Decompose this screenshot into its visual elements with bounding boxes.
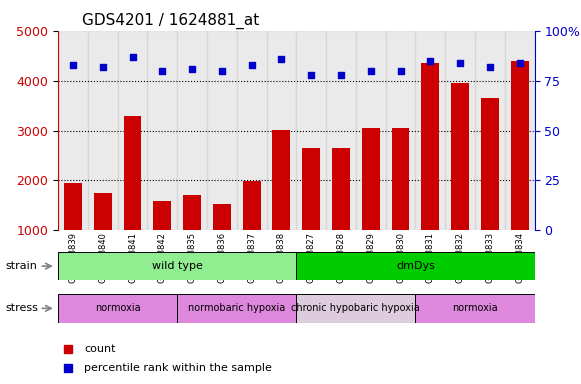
Bar — [153, 202, 171, 230]
Bar — [392, 127, 410, 230]
Point — [426, 58, 435, 64]
Point — [396, 68, 405, 74]
Point — [515, 60, 524, 66]
Point — [277, 56, 286, 62]
Point — [485, 64, 494, 70]
Bar — [64, 183, 82, 230]
Bar — [183, 195, 201, 230]
Point — [247, 61, 256, 68]
Bar — [386, 31, 415, 230]
Point — [188, 66, 197, 72]
Text: strain: strain — [6, 261, 38, 271]
Text: GDS4201 / 1624881_at: GDS4201 / 1624881_at — [82, 13, 259, 29]
Point — [336, 71, 346, 78]
Text: stress: stress — [6, 303, 39, 313]
Bar — [332, 148, 350, 230]
Bar — [296, 294, 415, 323]
Bar — [451, 83, 469, 230]
Point — [69, 61, 78, 68]
Bar — [117, 31, 148, 230]
Text: dmDys: dmDys — [396, 261, 435, 271]
Bar — [58, 294, 177, 323]
Bar — [237, 31, 267, 230]
Point — [366, 68, 375, 74]
Bar — [475, 31, 505, 230]
Bar — [421, 63, 439, 230]
Bar — [177, 294, 296, 323]
Bar — [415, 31, 445, 230]
Point — [128, 54, 137, 60]
Bar — [124, 116, 141, 230]
Bar — [148, 31, 177, 230]
Text: count: count — [84, 344, 116, 354]
Text: normoxia: normoxia — [452, 303, 498, 313]
Bar — [362, 127, 379, 230]
Bar — [326, 31, 356, 230]
Bar — [58, 252, 296, 280]
Text: percentile rank within the sample: percentile rank within the sample — [84, 363, 272, 373]
Bar — [207, 31, 237, 230]
Text: normobaric hypoxia: normobaric hypoxia — [188, 303, 285, 313]
Bar — [272, 129, 290, 230]
Point — [157, 68, 167, 74]
Point — [456, 60, 465, 66]
Bar — [481, 98, 498, 230]
Text: wild type: wild type — [152, 261, 203, 271]
Bar — [243, 182, 260, 230]
Bar — [94, 193, 112, 230]
Bar — [415, 294, 535, 323]
Bar — [213, 204, 231, 230]
Point — [98, 64, 107, 70]
Bar — [445, 31, 475, 230]
Bar — [302, 148, 320, 230]
Bar — [88, 31, 117, 230]
Bar — [356, 31, 386, 230]
Bar — [58, 31, 88, 230]
Bar — [511, 61, 529, 230]
Point — [217, 68, 227, 74]
Bar — [505, 31, 535, 230]
Bar — [296, 31, 326, 230]
Text: chronic hypobaric hypoxia: chronic hypobaric hypoxia — [292, 303, 420, 313]
Text: normoxia: normoxia — [95, 303, 141, 313]
Bar — [177, 31, 207, 230]
Bar — [296, 252, 535, 280]
Point — [307, 71, 316, 78]
Bar — [267, 31, 296, 230]
